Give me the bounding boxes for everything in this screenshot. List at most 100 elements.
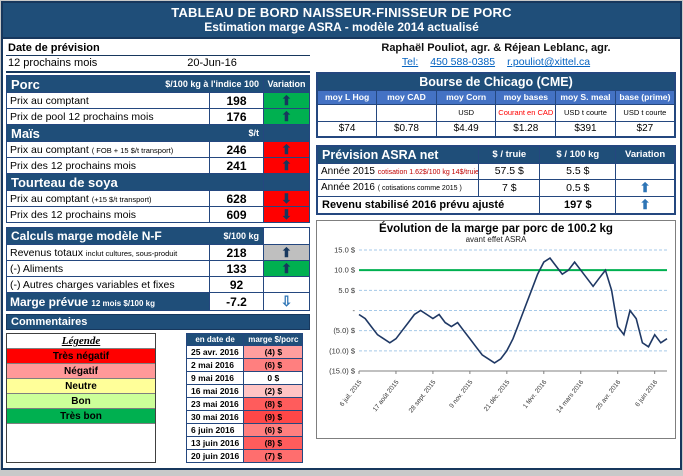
svg-text:14 mars 2016: 14 mars 2016 xyxy=(555,379,585,415)
weekly-value: (6) $ xyxy=(243,423,304,437)
cme-sub-label xyxy=(376,103,437,122)
weekly-date: 23 mai 2016 xyxy=(185,397,245,411)
cme-sub-label: USD xyxy=(435,103,497,122)
weekly-value: (7) $ xyxy=(243,449,304,463)
row-label: Revenus totaux xyxy=(10,246,83,259)
asra-year-label: Année 2016 xyxy=(321,182,375,193)
hollow-down-arrow-icon: ⇩ xyxy=(263,292,310,311)
cme-sub-label: USD t courte xyxy=(614,103,676,122)
forecast-block: Date de prévision 12 prochains mois 20-J… xyxy=(6,41,310,73)
margin-calc-table: Calculs marge modèle N-F $/100 kg Revenu… xyxy=(6,227,310,311)
weekly-date-header: en date de xyxy=(185,333,245,346)
table-row: Année 2015 cotisation 1.62$/100 kg 14$/t… xyxy=(316,162,676,180)
svg-text:15.0 $: 15.0 $ xyxy=(334,246,356,255)
asra-note: ( cotisations comme 2015 ) xyxy=(377,185,462,192)
asra-value: 7 $ xyxy=(478,178,541,197)
weekly-value: (6) $ xyxy=(243,358,304,372)
cme-value: $0.78 xyxy=(376,120,437,138)
row-label: Prix de pool 12 prochains mois xyxy=(10,110,154,123)
cme-sub-label: Courant en CAD xyxy=(495,103,557,122)
legend-item: Neutre xyxy=(7,379,155,394)
calc-value-cell: 92 xyxy=(209,276,264,293)
svg-text:10.0 $: 10.0 $ xyxy=(334,266,356,275)
price-value-cell: 628 xyxy=(208,190,265,207)
weekly-date: 16 mai 2016 xyxy=(185,384,245,398)
price-value-cell: 609 xyxy=(208,206,265,223)
table-row: Prix au comptant (+15 $/t transport) 628… xyxy=(6,190,310,207)
price-table: Porc $/100 kg à l'indice 100 Variation P… xyxy=(6,75,310,223)
legend-item: Négatif xyxy=(7,364,155,379)
cme-col-header: moy S. meal xyxy=(555,89,616,105)
price-value-cell: 176 xyxy=(208,108,265,125)
section-header-mais: Maïs $/t xyxy=(6,124,310,142)
row-note: (+15 $/t transport) xyxy=(91,194,152,204)
cme-value: $391 xyxy=(555,120,616,138)
table-row: Prix au comptant ( FOB + 15 $/t transpor… xyxy=(6,141,310,158)
table-row: (-) Autres charges variables et fixes 92 xyxy=(6,276,310,293)
up-arrow-icon: ⬆ xyxy=(263,92,310,109)
variation-header: Variation xyxy=(263,75,310,93)
cme-col-header: base (prime) xyxy=(614,89,676,105)
up-arrow-icon: ⬆ xyxy=(263,244,310,261)
table-row: 16 mai 2016 (2) $ xyxy=(185,384,304,398)
down-arrow-icon: ⬇ xyxy=(263,190,310,207)
section-title-mais: Maïs xyxy=(11,125,40,141)
row-label: (-) Aliments xyxy=(10,262,64,275)
table-row: 6 juin 2016 (6) $ xyxy=(185,423,304,437)
table-row: 20 juin 2016 (7) $ xyxy=(185,449,304,463)
cme-value: $1.28 xyxy=(495,120,557,138)
svg-text:(15.0) $: (15.0) $ xyxy=(329,367,356,376)
right-panel: Raphaël Pouliot, agr. & Réjean Leblanc, … xyxy=(312,39,680,468)
row-label: (-) Autres charges variables et fixes xyxy=(10,278,175,291)
table-row: 25 avr. 2016 (4) $ xyxy=(185,345,304,359)
row-note: inclut cultures, sous-produit xyxy=(85,248,178,258)
margin-note: 12 mois $/100 kg xyxy=(91,298,155,308)
table-row: 30 mai 2016 (9) $ xyxy=(185,410,304,424)
weekly-value: (4) $ xyxy=(243,345,304,359)
cme-table: Bourse de Chicago (CME) moy L Hog moy CA… xyxy=(316,72,676,138)
section-unit-mais: $/t xyxy=(248,128,259,138)
cme-value: $27 xyxy=(614,120,676,138)
price-value-cell: 198 xyxy=(208,92,265,109)
cme-sub-label: USD t courte xyxy=(555,103,616,122)
weekly-value: (8) $ xyxy=(243,436,304,450)
up-arrow-icon: ⬆ xyxy=(263,157,310,174)
table-row: Prix des 12 prochains mois 609 ⬇ xyxy=(6,206,310,223)
cme-col-header: moy Corn xyxy=(435,89,497,105)
weekly-date: 6 juin 2016 xyxy=(185,423,245,437)
color-legend: Légende Très négatif Négatif Neutre Bon … xyxy=(6,333,156,463)
calc-unit: $/100 kg xyxy=(223,231,259,241)
phone-link[interactable]: 450 588-0385 xyxy=(430,56,496,68)
calc-value-cell: 133 xyxy=(209,260,264,277)
svg-text:1 févr. 2016: 1 févr. 2016 xyxy=(522,379,549,410)
asra-col-variation: Variation xyxy=(615,145,676,164)
margin-label: Marge prévue xyxy=(10,294,89,309)
legend-item: Très négatif xyxy=(7,349,155,364)
svg-text:-: - xyxy=(353,306,356,315)
table-row: Revenus totaux inclut cultures, sous-pro… xyxy=(6,244,310,261)
svg-text:6 juil. 2015: 6 juil. 2015 xyxy=(339,379,364,408)
asra-col-truie: $ / truie xyxy=(478,145,541,164)
svg-text:6 juin 2016: 6 juin 2016 xyxy=(634,379,659,409)
section-header-calculs: Calculs marge modèle N-F $/100 kg xyxy=(6,227,310,245)
margin-evolution-chart: Évolution de la marge par porc de 100.2 … xyxy=(316,220,676,439)
table-row: 2 mai 2016 (6) $ xyxy=(185,358,304,372)
stabilized-revenue-row: Revenu stabilisé 2016 prévu ajusté 197 $… xyxy=(316,195,676,215)
row-note: ( FOB + 15 $/t transport) xyxy=(91,145,174,155)
table-row: (-) Aliments 133 ⬆ xyxy=(6,260,310,277)
cme-col-header: moy L Hog xyxy=(316,89,378,105)
row-label: Prix au comptant xyxy=(10,94,89,107)
weekly-margin-table: en date de marge $/porc 25 avr. 2016 (4) … xyxy=(185,333,304,463)
email-link[interactable]: r.pouliot@xittel.ca xyxy=(507,56,591,68)
stabilized-revenue-label: Revenu stabilisé 2016 prévu ajusté xyxy=(316,195,541,215)
cme-value: $4.49 xyxy=(435,120,497,138)
tel-label[interactable]: Tel: xyxy=(401,56,419,68)
margin-value-cell: -7.2 xyxy=(209,292,264,311)
title-line2: Estimation marge ASRA - modèle 2014 actu… xyxy=(204,20,479,34)
svg-text:9 nov. 2015: 9 nov. 2015 xyxy=(448,379,474,410)
forecast-date[interactable]: 20-Jun-16 xyxy=(187,57,237,69)
weekly-value: 0 $ xyxy=(243,371,304,385)
cme-title: Bourse de Chicago (CME) xyxy=(316,72,676,91)
table-row: 23 mai 2016 (8) $ xyxy=(185,397,304,411)
